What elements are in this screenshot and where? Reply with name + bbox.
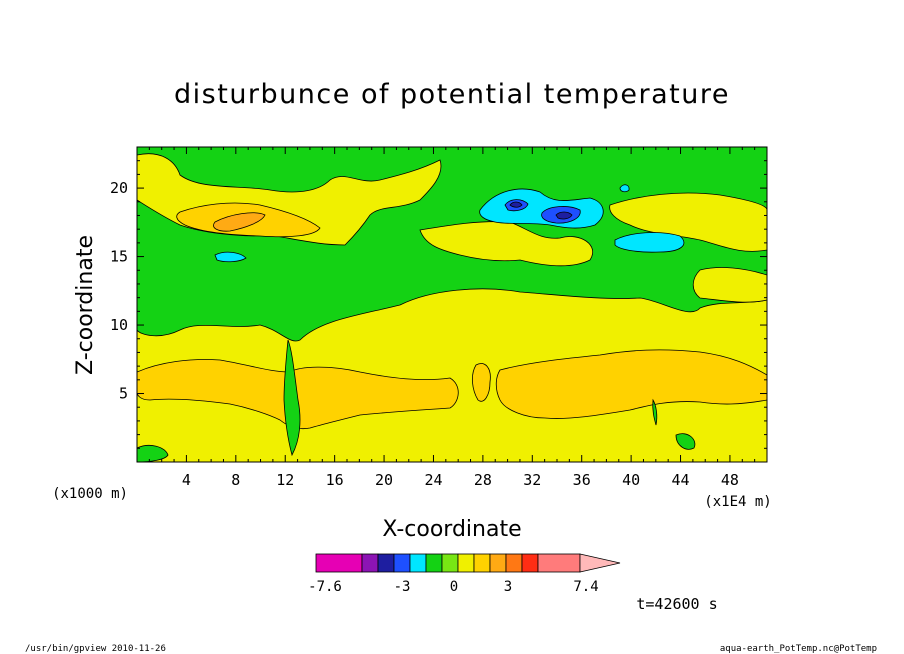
colorbar-segment [521, 553, 539, 573]
x-tick-label: 36 [573, 471, 591, 489]
x-tick-label: 40 [622, 471, 640, 489]
chart-title: disturbunce of potential temperature [174, 79, 730, 110]
colorbar-ticks: -7.6 -3 0 3 7.4 [308, 579, 599, 595]
x-tick-label: 48 [721, 471, 739, 489]
x-tick-label: 44 [671, 471, 689, 489]
colorbar-arrow [579, 553, 621, 573]
x-tick-label: 4 [182, 471, 191, 489]
x-unit-right: (x1E4 m) [704, 494, 771, 510]
colorbar-segment [489, 553, 507, 573]
orange-band-right [495, 349, 767, 419]
cyan-dot-1 [619, 184, 630, 193]
time-label: t=42600 s [636, 595, 717, 613]
orange-core-upper [213, 212, 266, 232]
x-axis: 4 8 12 16 20 24 28 32 36 40 44 48 [148, 147, 756, 489]
x-tick-label: 8 [231, 471, 240, 489]
colorbar-tick-label: 3 [504, 579, 512, 595]
colorbar-segment [315, 553, 363, 573]
colorbar-segment [425, 553, 443, 573]
y-tick-label: 20 [110, 179, 128, 197]
cyan-cell-2 [614, 232, 685, 253]
navy-core [555, 211, 573, 220]
colorbar-segment [473, 553, 491, 573]
colorbar-segment [377, 553, 395, 573]
colorbar-segment [505, 553, 523, 573]
contour-field [137, 147, 767, 462]
y-axis-label: Z-coordinate [73, 235, 98, 375]
colorbar-tick-label: 0 [450, 579, 458, 595]
colorbar-segment [361, 553, 379, 573]
footer-left: /usr/bin/gpview 2010-11-26 [25, 644, 166, 654]
green-plume [283, 339, 301, 457]
colorbar-tick-label: -7.6 [308, 579, 342, 595]
orange-band-mid [472, 363, 491, 402]
x-tick-label: 32 [523, 471, 541, 489]
y-tick-label: 5 [119, 385, 128, 403]
colorbar-tick-label: -3 [394, 579, 411, 595]
x-unit-left: (x1000 m) [52, 486, 128, 502]
colorbar-segment [393, 553, 411, 573]
yellow-patch-d [692, 267, 767, 303]
colorbar-segment [441, 553, 459, 573]
y-axis: 5 10 15 20 [110, 160, 767, 449]
colorbar-tick-label: 7.4 [573, 579, 598, 595]
plot-frame [136, 146, 768, 463]
y-tick-label: 15 [110, 248, 128, 266]
colorbar-segment [537, 553, 581, 573]
colorbar-segment [409, 553, 427, 573]
x-tick-label: 24 [424, 471, 442, 489]
colorbar-segment [457, 553, 475, 573]
x-tick-label: 16 [326, 471, 344, 489]
colorbar [315, 553, 621, 573]
x-tick-label: 20 [375, 471, 393, 489]
cyan-cell-3 [214, 251, 247, 263]
y-tick-label: 10 [110, 316, 128, 334]
yellow-patch-c [609, 192, 767, 252]
green-blob-lower-right [675, 433, 696, 450]
green-spike-right [652, 398, 658, 426]
x-tick-label: 12 [276, 471, 294, 489]
footer-right: aqua-earth_PotTemp.nc@PotTemp [720, 644, 877, 654]
navy-core-left [509, 201, 523, 208]
x-tick-label: 28 [474, 471, 492, 489]
x-axis-label: X-coordinate [382, 517, 521, 542]
